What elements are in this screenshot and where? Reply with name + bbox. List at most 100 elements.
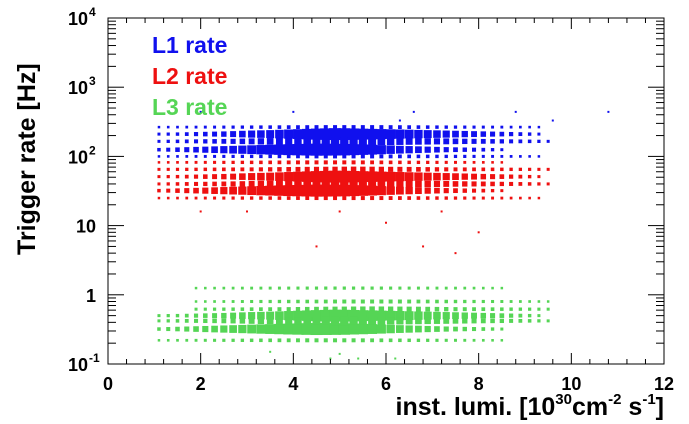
- data-box: [388, 299, 393, 304]
- data-box: [443, 147, 449, 153]
- data-box: [286, 196, 291, 200]
- data-box: [360, 338, 365, 343]
- data-box: [518, 174, 523, 179]
- data-box: [176, 196, 179, 200]
- data-box: [220, 187, 228, 195]
- data-box: [481, 147, 486, 152]
- data-box: [433, 172, 441, 181]
- data-box: [303, 180, 312, 188]
- data-box: [357, 171, 369, 183]
- data-box: [166, 161, 170, 164]
- data-box: [537, 196, 541, 200]
- data-box: [247, 145, 257, 155]
- data-box: [166, 188, 171, 193]
- data-box: [509, 318, 514, 323]
- data-box: [202, 187, 209, 194]
- data-box: [462, 138, 468, 145]
- data-box: [376, 129, 387, 140]
- data-box: [453, 188, 458, 194]
- data-box: [157, 139, 161, 143]
- data-box: [342, 196, 347, 201]
- x-tick-label: 12: [654, 374, 674, 394]
- data-box: [405, 146, 413, 154]
- data-box: [379, 160, 384, 165]
- data-box: [166, 147, 171, 152]
- y-tick-label: 10: [76, 217, 96, 237]
- data-box: [332, 306, 338, 312]
- data-box: [284, 311, 294, 321]
- data-box: [404, 311, 414, 321]
- data-box: [323, 196, 328, 201]
- data-box: [499, 139, 504, 144]
- data-box: [333, 286, 337, 290]
- data-box: [444, 307, 449, 312]
- data-box: [330, 137, 340, 146]
- data-box: [426, 160, 430, 164]
- data-box: [239, 173, 246, 180]
- data-box: [314, 306, 319, 312]
- data-box: [194, 286, 198, 290]
- data-box: [240, 286, 244, 290]
- data-box: [310, 171, 323, 183]
- data-box: [240, 167, 245, 172]
- data-box: [231, 125, 235, 129]
- data-box: [259, 160, 263, 165]
- data-point: [440, 210, 443, 213]
- data-box: [435, 338, 439, 342]
- data-box: [453, 125, 458, 129]
- data-box: [259, 125, 263, 129]
- data-box: [212, 167, 217, 172]
- data-box: [229, 325, 237, 333]
- data-box: [286, 338, 291, 343]
- data-box: [166, 155, 170, 158]
- data-box: [377, 180, 386, 188]
- data-box: [229, 145, 237, 154]
- data-box: [508, 313, 514, 318]
- data-box: [546, 182, 550, 186]
- data-box: [499, 174, 505, 179]
- data-box: [240, 125, 245, 129]
- data-box: [471, 181, 477, 187]
- data-box: [257, 138, 265, 145]
- data-box: [222, 125, 226, 129]
- data-box: [314, 160, 319, 165]
- data-box: [239, 138, 246, 145]
- data-box: [240, 196, 245, 200]
- legend: L1 rate L2 rate L3 rate: [152, 32, 227, 120]
- data-box: [230, 173, 237, 180]
- data-box: [284, 129, 294, 139]
- data-box: [490, 181, 495, 187]
- x-tick-label: 0: [103, 374, 113, 394]
- data-box: [406, 306, 412, 312]
- data-box: [157, 175, 161, 179]
- data-box: [286, 154, 291, 159]
- data-box: [211, 187, 218, 194]
- data-box: [462, 326, 467, 332]
- data-box: [221, 138, 227, 144]
- data-box: [292, 185, 304, 197]
- data-box: [537, 132, 541, 136]
- data-box: [425, 167, 430, 172]
- data-box: [396, 145, 404, 154]
- data-point: [454, 252, 457, 255]
- data-box: [301, 323, 314, 335]
- data-box: [442, 312, 450, 320]
- data-box: [319, 184, 332, 197]
- data-box: [452, 173, 459, 181]
- data-box: [528, 300, 531, 303]
- data-box: [194, 196, 198, 200]
- data-box: [312, 137, 321, 146]
- data-box: [360, 196, 365, 201]
- data-box: [157, 182, 161, 186]
- data-box: [193, 174, 199, 179]
- data-box: [323, 166, 329, 172]
- data-box: [415, 180, 422, 188]
- data-box: [405, 325, 413, 333]
- data-box: [194, 300, 198, 303]
- data-box: [329, 309, 341, 322]
- data-box: [358, 137, 367, 146]
- data-box: [407, 125, 412, 129]
- data-box: [407, 160, 411, 165]
- data-box: [185, 155, 189, 158]
- data-box: [528, 307, 532, 311]
